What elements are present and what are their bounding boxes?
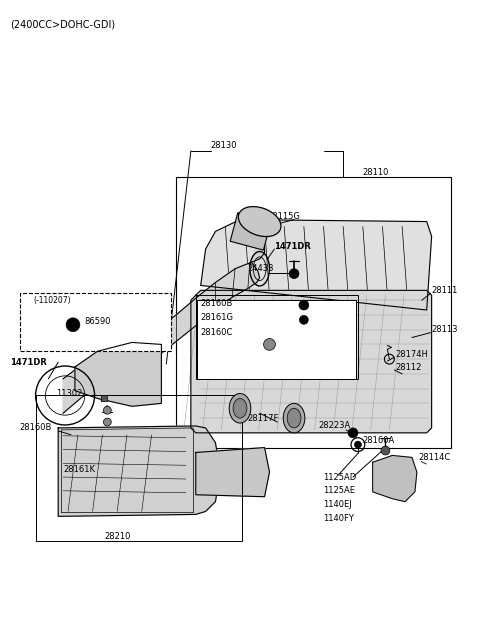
Text: 28112: 28112 (395, 363, 421, 371)
Circle shape (348, 428, 358, 438)
Text: 28161G: 28161G (201, 314, 234, 322)
Text: 28161K: 28161K (63, 465, 95, 474)
Ellipse shape (233, 399, 247, 418)
Ellipse shape (287, 408, 301, 428)
Text: 1125AE: 1125AE (324, 486, 356, 496)
Ellipse shape (283, 404, 305, 433)
Circle shape (289, 269, 299, 279)
Text: 28111: 28111 (432, 286, 458, 295)
Text: 28160C: 28160C (201, 328, 233, 337)
Text: 1140EJ: 1140EJ (324, 500, 352, 509)
Text: 28113: 28113 (432, 325, 458, 334)
Text: (-110207): (-110207) (34, 296, 71, 305)
Polygon shape (63, 239, 264, 413)
Text: 28117F: 28117F (248, 414, 279, 423)
FancyBboxPatch shape (20, 293, 171, 351)
Ellipse shape (239, 207, 281, 237)
Circle shape (264, 338, 276, 350)
Text: 11302: 11302 (56, 389, 83, 398)
Text: 28160B: 28160B (201, 299, 233, 307)
Text: 28114C: 28114C (419, 453, 451, 462)
Text: 86590: 86590 (85, 317, 111, 326)
Text: 1471DR: 1471DR (275, 242, 311, 251)
Text: 28160B: 28160B (20, 424, 52, 432)
Text: 28110: 28110 (363, 168, 389, 177)
Polygon shape (75, 342, 161, 406)
Polygon shape (196, 448, 269, 497)
Text: 1471DR: 1471DR (10, 358, 47, 366)
Bar (196, 295, 358, 379)
Text: 24433: 24433 (248, 265, 275, 273)
Ellipse shape (229, 394, 251, 423)
Polygon shape (201, 220, 432, 310)
Circle shape (103, 418, 111, 426)
Bar (176, 178, 451, 448)
Text: 1140FY: 1140FY (324, 514, 354, 523)
Bar (197, 300, 356, 379)
Text: 28210: 28210 (104, 532, 131, 540)
Circle shape (299, 300, 309, 310)
Polygon shape (58, 426, 220, 517)
Polygon shape (372, 455, 417, 502)
Text: 28174H: 28174H (395, 350, 428, 359)
Text: 28115G: 28115G (267, 212, 300, 221)
Text: (2400CC>DOHC-GDI): (2400CC>DOHC-GDI) (10, 19, 115, 29)
Text: 28160A: 28160A (363, 436, 395, 445)
Text: 28130: 28130 (211, 142, 237, 150)
Bar (36, 396, 242, 541)
Text: 28223A: 28223A (319, 422, 351, 430)
Circle shape (103, 406, 111, 414)
Circle shape (66, 318, 80, 332)
Circle shape (300, 315, 308, 324)
Circle shape (354, 441, 361, 448)
Polygon shape (191, 291, 432, 433)
Bar (101, 396, 108, 401)
Bar (230, 213, 271, 250)
Circle shape (381, 446, 390, 455)
Text: 1125AD: 1125AD (324, 473, 357, 481)
